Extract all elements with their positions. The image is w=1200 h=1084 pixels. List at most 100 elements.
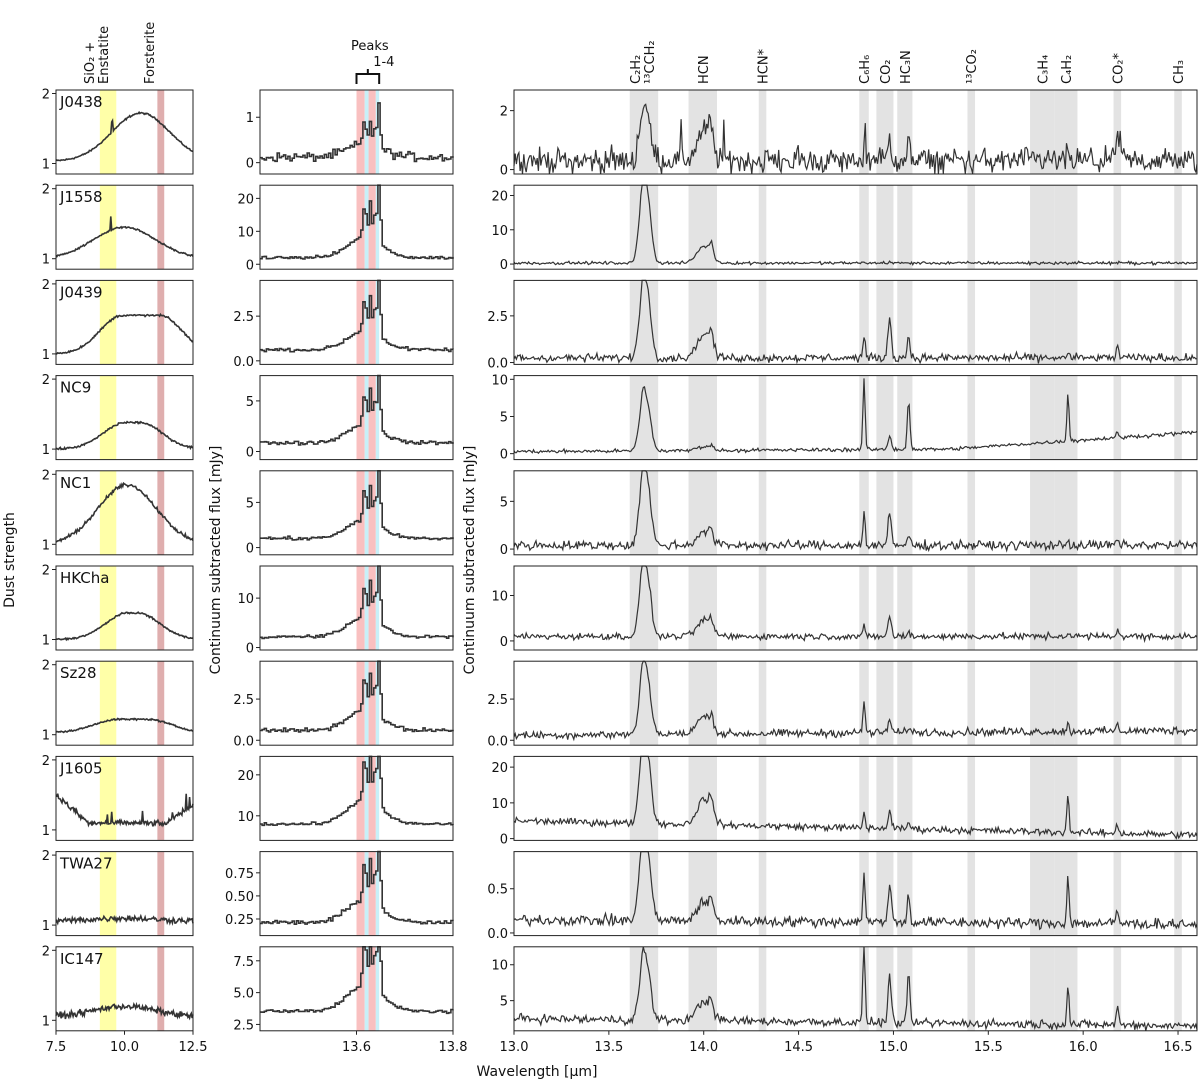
molecule-band (1174, 566, 1182, 650)
dust-panel-frame (55, 375, 194, 461)
dust-band (157, 946, 165, 1031)
peak-band (375, 280, 380, 365)
peaks-bracket (355, 69, 381, 84)
full-panel: 0 10 20 (491, 755, 1198, 848)
molecule-band (897, 470, 913, 555)
molecule-band (967, 756, 976, 841)
zoom-ytick-label: 2.5 (233, 693, 254, 708)
full-ytick-label: 20 (491, 189, 508, 204)
full-panel: 0.0 2.5 (487, 660, 1198, 749)
dust-band (157, 185, 165, 270)
peak-band (364, 566, 369, 650)
peak-band (375, 946, 380, 1031)
dust-curve (55, 312, 194, 355)
dust-panel: 1 2 Sz28 (42, 659, 194, 746)
molecule-band (629, 566, 659, 650)
molecule-band (1113, 375, 1122, 460)
peak-band (356, 470, 365, 555)
zoom-xtick-label: 13.6 (342, 1040, 371, 1055)
full-ytick-label: 5 (500, 410, 508, 425)
molecule-band (859, 566, 869, 650)
dust-panel: 1 2 J0438 (42, 88, 194, 175)
full-ytick-label: 10 (491, 373, 508, 388)
source-name-label: TWA27 (59, 855, 113, 873)
peak-band (368, 280, 376, 365)
full-ytick-label: 10 (491, 590, 508, 605)
molecule-band (967, 946, 976, 1031)
full-ytick-label: 0 (500, 543, 508, 558)
full-xtick-label: 14.5 (784, 1040, 813, 1055)
molecule-band (629, 756, 659, 841)
molecule-band (1113, 470, 1122, 555)
peak-band (368, 851, 376, 936)
full-ytick-label: 0.0 (487, 927, 508, 942)
dust-panel: 1 2 J1605 (42, 754, 194, 841)
full-ytick-label: 0.5 (487, 883, 508, 898)
dust-band (99, 566, 117, 650)
peak-band (375, 470, 380, 555)
dust-panel-frame (55, 89, 194, 175)
molecule-band (1174, 90, 1182, 174)
dust-band (157, 756, 165, 841)
full-xtick-label: 15.0 (879, 1040, 908, 1055)
zoom-ytick-label: 5 (246, 395, 254, 410)
dust-panel-frame (55, 470, 194, 556)
full-ytick-label: 10 (491, 224, 508, 239)
source-name-label: J0439 (59, 283, 103, 301)
molecule-band (859, 756, 869, 841)
zoom-panel: 0 10 (237, 565, 454, 657)
molecule-band (758, 470, 767, 555)
molecule-band (1174, 375, 1182, 460)
dust-xtick-label: 12.5 (179, 1040, 208, 1055)
zoom-ytick-label: 1 (246, 111, 254, 126)
molecule-band (1054, 90, 1078, 174)
dust-ytick-label: 1 (42, 729, 50, 744)
dust-panel: 1 2 J0439 (42, 278, 194, 365)
source-name-label: NC9 (60, 379, 91, 397)
full-panel: 0 10 20 (491, 184, 1198, 273)
dust-ytick-label: 2 (42, 373, 50, 388)
molecule-band (1054, 375, 1078, 460)
full-curve (513, 470, 1198, 553)
molecule-band (1113, 756, 1122, 841)
full-curve (513, 184, 1198, 267)
molecule-band (1054, 280, 1078, 365)
dust-ytick-label: 2 (42, 564, 50, 579)
dust-band (157, 851, 165, 936)
dust-curve (55, 611, 194, 642)
full-ytick-label: 20 (491, 761, 508, 776)
dust-panel-frame (55, 184, 194, 270)
y-axis-label-dust-strength: Dust strength (2, 512, 18, 608)
dust-band (99, 851, 117, 936)
dust-curve (55, 717, 194, 734)
dust-curve (55, 1001, 194, 1021)
molecule-band (859, 185, 869, 270)
molecule-band (1113, 946, 1122, 1031)
zoom-ytick-label: 7.5 (233, 955, 254, 970)
molecule-band (876, 375, 894, 460)
peak-band (375, 756, 380, 841)
zoom-ytick-label: 0.25 (225, 913, 254, 928)
full-curve (513, 279, 1198, 365)
zoom-panel: 2.5 5.0 7.5 13.6 13.8 (233, 946, 467, 1055)
zoom-ytick-label: 0 (246, 446, 254, 461)
dust-ytick-label: 2 (42, 849, 50, 864)
molecule-band (1054, 756, 1078, 841)
dust-ytick-label: 2 (42, 88, 50, 103)
molecule-band (1054, 185, 1078, 270)
full-curve (513, 755, 1198, 840)
full-panel-frame (513, 565, 1198, 651)
full-curve (513, 660, 1198, 742)
molecule-band (1054, 470, 1078, 555)
zoom-panel: 01 (246, 89, 454, 175)
molecule-band (758, 566, 767, 650)
dust-band (157, 375, 165, 460)
molecule-label: C₂H₂ (629, 55, 644, 84)
molecule-band (876, 661, 894, 746)
molecule-band (1174, 946, 1182, 1031)
zoom-curve (260, 279, 454, 353)
molecule-band (688, 185, 718, 270)
full-panel-frame (513, 375, 1198, 461)
zoom-ytick-label: 5 (246, 496, 254, 511)
